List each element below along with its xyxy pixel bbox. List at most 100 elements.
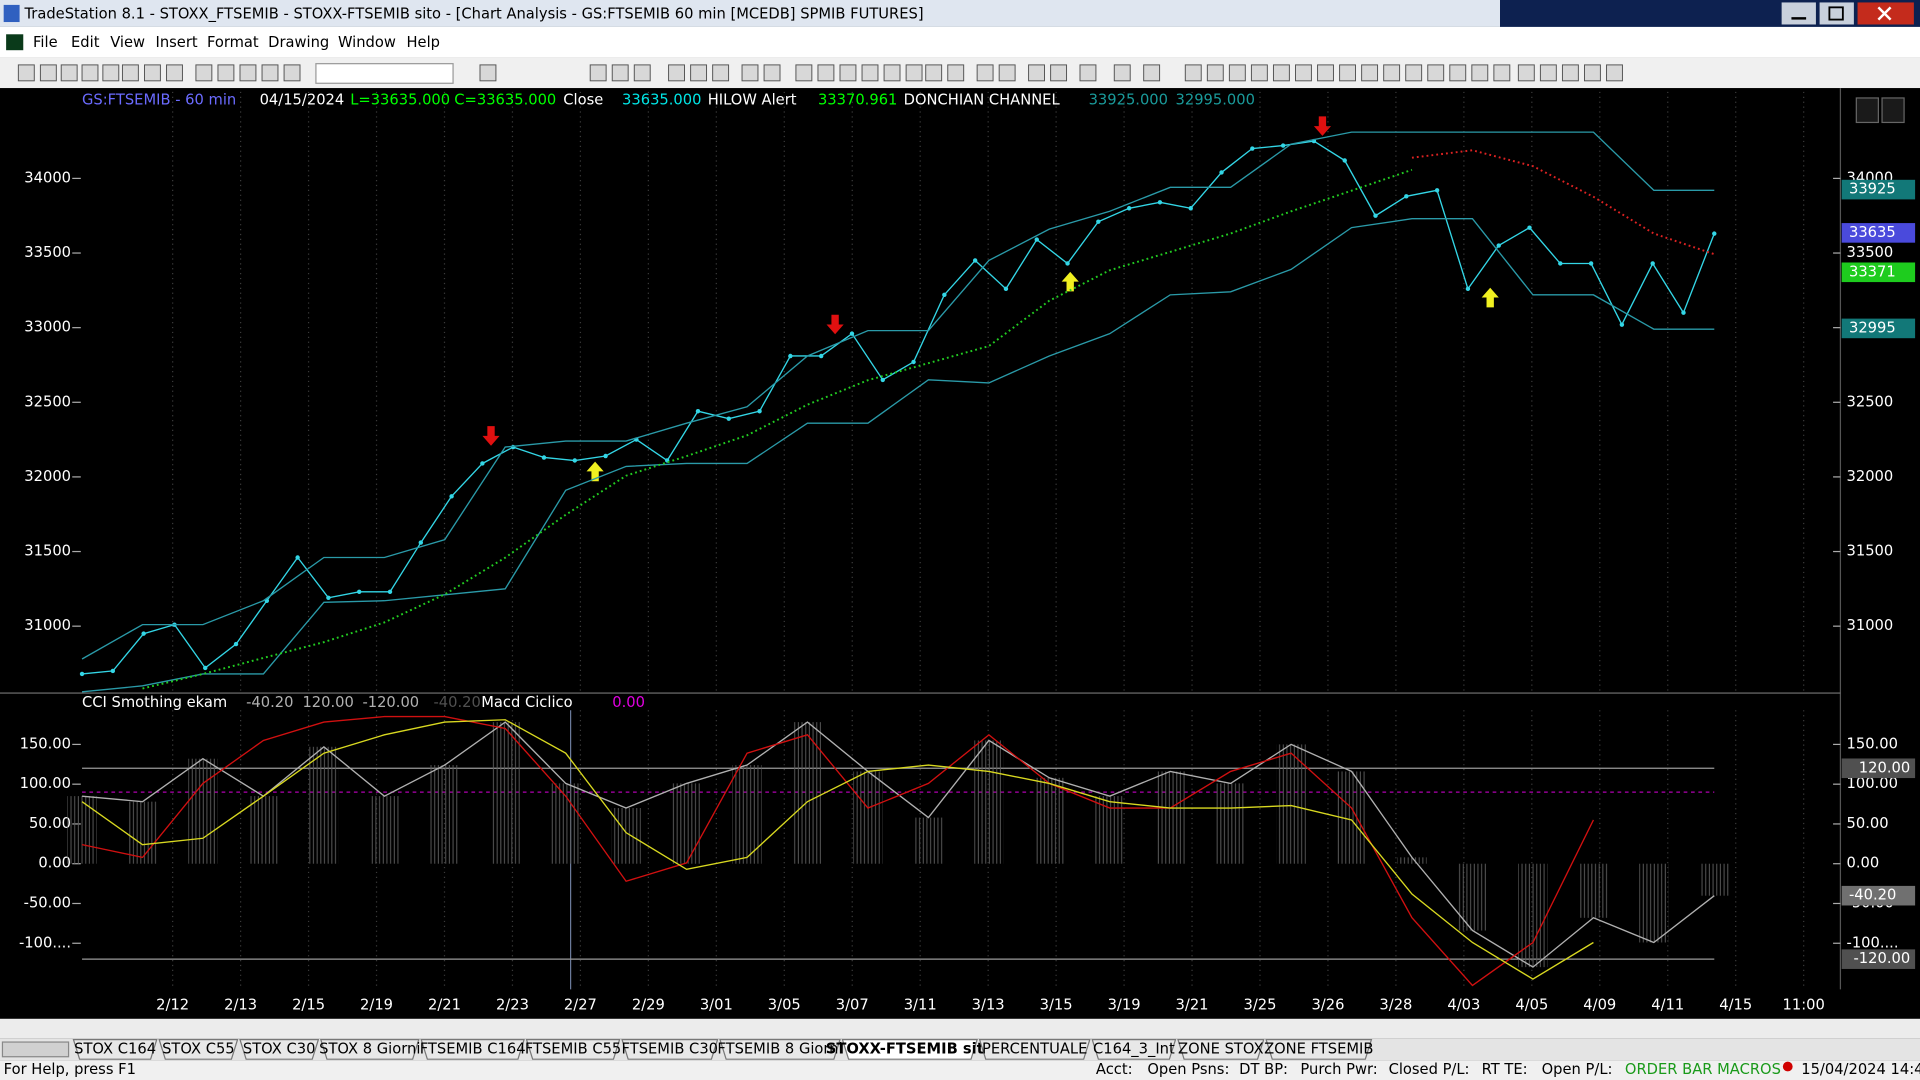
menu-item[interactable]: Drawing — [268, 34, 329, 51]
tab-label[interactable]: ZONE FTSEMIB — [1264, 1040, 1373, 1057]
symbol-dropdown[interactable] — [315, 63, 454, 84]
tab-label[interactable]: STOX C164 — [74, 1040, 156, 1057]
minimize-button[interactable] — [1781, 2, 1816, 25]
toolbar-button[interactable] — [239, 64, 257, 82]
toolbar-button[interactable] — [1606, 64, 1623, 82]
tab-label[interactable]: FTSEMIB C164 — [420, 1040, 526, 1057]
toolbar-button[interactable] — [1143, 64, 1161, 82]
menu-item[interactable]: Edit — [71, 34, 100, 51]
menu-item[interactable]: File — [33, 34, 58, 51]
toolbar-button[interactable] — [102, 64, 120, 82]
tab-label[interactable]: PERCENTUALE — [982, 1040, 1087, 1057]
menu-item[interactable]: Window — [338, 34, 396, 51]
toolbar-button[interactable] — [1449, 64, 1467, 82]
toolbar-button[interactable] — [1383, 64, 1401, 82]
toolbar-button[interactable] — [741, 64, 759, 82]
toolbar-button[interactable] — [39, 64, 57, 82]
maximize-button[interactable] — [1819, 2, 1854, 25]
toolbar-button[interactable] — [1272, 64, 1290, 82]
toolbar-button[interactable] — [1206, 64, 1224, 82]
tab-label[interactable]: STOX C55 — [162, 1040, 235, 1057]
toolbar-button[interactable] — [839, 64, 857, 82]
menu-item[interactable]: Format — [207, 34, 259, 51]
toolbar-button[interactable] — [611, 64, 629, 82]
tab[interactable] — [72, 1038, 158, 1060]
toolbar-button[interactable] — [1339, 64, 1356, 82]
toolbar-button[interactable] — [1079, 64, 1097, 82]
menu-item[interactable]: Help — [407, 34, 440, 51]
toolbar-button[interactable] — [81, 64, 99, 82]
toolbar-button[interactable] — [1405, 64, 1423, 82]
toolbar-button[interactable] — [998, 64, 1016, 82]
tab-label[interactable]: C164_3_Int — [1093, 1040, 1175, 1057]
toolbar-button[interactable] — [1561, 64, 1579, 82]
toolbar-button[interactable] — [883, 64, 901, 82]
toolbar-button[interactable] — [17, 64, 35, 82]
histogram-bar — [1639, 863, 1669, 943]
toolbar-button[interactable] — [1427, 64, 1445, 82]
tab-label[interactable]: FTSEMIB C55 — [525, 1040, 621, 1057]
toolbar-button[interactable] — [712, 64, 730, 82]
toolbar-button[interactable] — [1493, 64, 1511, 82]
tab[interactable] — [319, 1038, 420, 1060]
tab[interactable] — [420, 1038, 525, 1060]
toolbar-button[interactable] — [217, 64, 235, 82]
tab[interactable] — [719, 1038, 841, 1060]
toolbar-button[interactable] — [283, 64, 301, 82]
toolbar-button[interactable] — [121, 64, 139, 82]
tab[interactable] — [239, 1038, 320, 1060]
tab[interactable] — [158, 1038, 239, 1060]
tab-label[interactable]: FTSEMIB 8 Giorni — [717, 1040, 842, 1057]
toolbar-button[interactable] — [947, 64, 965, 82]
toolbar-button[interactable] — [861, 64, 879, 82]
scrollbar[interactable] — [0, 1018, 1920, 1039]
menu-item[interactable]: Insert — [156, 34, 198, 51]
tab-label[interactable]: STOX 8 Giorni — [319, 1040, 420, 1057]
tab[interactable] — [1091, 1038, 1177, 1060]
tab[interactable] — [841, 1038, 978, 1060]
panel-minimize[interactable] — [1855, 97, 1879, 124]
toolbar-button[interactable] — [633, 64, 651, 82]
toolbar-button[interactable] — [1361, 64, 1379, 82]
menu-item[interactable]: View — [110, 34, 145, 51]
tab-nav[interactable] — [1, 1041, 70, 1058]
status-macros[interactable]: ORDER BAR MACROS — [1625, 1061, 1781, 1078]
toolbar-button[interactable] — [763, 64, 781, 82]
toolbar-button[interactable] — [261, 64, 279, 82]
toolbar-button[interactable] — [668, 64, 685, 82]
tab-label[interactable]: STOXX-FTSEMIB sito — [826, 1040, 994, 1057]
toolbar-button[interactable] — [195, 64, 213, 82]
toolbar-button[interactable] — [690, 64, 708, 82]
tab[interactable] — [1265, 1038, 1373, 1060]
tab[interactable] — [525, 1038, 621, 1060]
toolbar-button[interactable] — [905, 64, 923, 82]
toolbar-button[interactable] — [589, 64, 607, 82]
toolbar-button[interactable] — [1539, 64, 1557, 82]
toolbar-button[interactable] — [1295, 64, 1312, 82]
toolbar-button[interactable] — [1050, 64, 1068, 82]
toolbar-button[interactable] — [479, 64, 497, 82]
toolbar-button[interactable] — [1250, 64, 1268, 82]
tab-label[interactable]: FTSEMIB C30 — [622, 1040, 718, 1057]
toolbar-button[interactable] — [976, 64, 994, 82]
toolbar-button[interactable] — [795, 64, 813, 82]
toolbar-button[interactable] — [1517, 64, 1535, 82]
toolbar-button[interactable] — [144, 64, 161, 82]
tab-label[interactable]: ZONE STOX — [1178, 1040, 1264, 1057]
tab[interactable] — [621, 1038, 719, 1060]
toolbar-button[interactable] — [1028, 64, 1045, 82]
panel-restore[interactable] — [1881, 97, 1905, 124]
toolbar-button[interactable] — [60, 64, 78, 82]
tab-label[interactable]: STOX C30 — [243, 1040, 316, 1057]
toolbar-button[interactable] — [1184, 64, 1202, 82]
tab[interactable] — [1177, 1038, 1265, 1060]
toolbar-button[interactable] — [1471, 64, 1489, 82]
toolbar-button[interactable] — [1228, 64, 1246, 82]
toolbar-button[interactable] — [166, 64, 183, 82]
toolbar-button[interactable] — [1317, 64, 1334, 82]
tab[interactable] — [978, 1038, 1091, 1060]
toolbar-button[interactable] — [817, 64, 835, 82]
toolbar-button[interactable] — [1584, 64, 1601, 82]
toolbar-button[interactable] — [925, 64, 943, 82]
toolbar-button[interactable] — [1113, 64, 1131, 82]
